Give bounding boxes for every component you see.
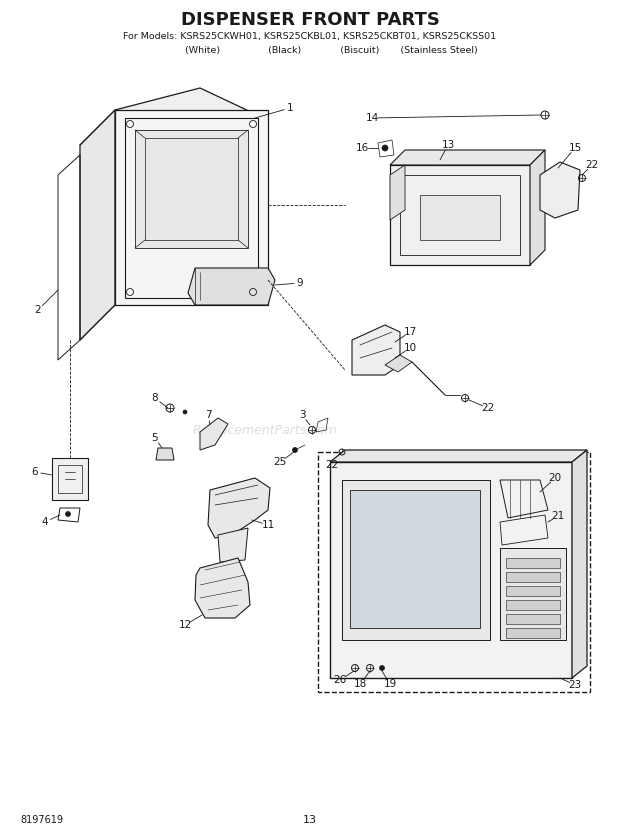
Polygon shape: [330, 462, 572, 678]
Text: 11: 11: [262, 520, 275, 530]
Text: 23: 23: [569, 680, 582, 690]
Polygon shape: [500, 548, 566, 640]
Text: 14: 14: [365, 113, 379, 123]
Circle shape: [66, 511, 71, 516]
Text: ReplacementParts.com: ReplacementParts.com: [193, 423, 337, 437]
Text: 22: 22: [585, 160, 599, 170]
Circle shape: [293, 447, 298, 453]
Polygon shape: [506, 614, 560, 624]
Polygon shape: [390, 165, 405, 220]
Polygon shape: [115, 110, 268, 305]
Text: 26: 26: [334, 675, 347, 685]
Polygon shape: [390, 165, 530, 265]
Text: 1: 1: [286, 103, 293, 113]
Text: 21: 21: [551, 511, 565, 521]
Text: 20: 20: [549, 473, 562, 483]
Polygon shape: [195, 558, 250, 618]
Text: 22: 22: [326, 460, 339, 470]
Polygon shape: [342, 480, 490, 640]
Text: (White)                (Black)             (Biscuit)       (Stainless Steel): (White) (Black) (Biscuit) (Stainless Ste…: [143, 45, 477, 54]
Text: 5: 5: [152, 433, 158, 443]
Text: 7: 7: [205, 410, 211, 420]
Polygon shape: [506, 586, 560, 596]
Circle shape: [183, 410, 187, 414]
Text: 3: 3: [299, 410, 305, 420]
Polygon shape: [188, 268, 275, 305]
Polygon shape: [506, 572, 560, 582]
Circle shape: [379, 665, 384, 670]
Text: 19: 19: [383, 679, 397, 689]
Text: 8197619: 8197619: [20, 815, 63, 825]
Polygon shape: [330, 450, 587, 462]
Polygon shape: [52, 458, 88, 500]
Polygon shape: [506, 628, 560, 638]
Polygon shape: [218, 528, 248, 562]
Text: DISPENSER FRONT PARTS: DISPENSER FRONT PARTS: [180, 11, 440, 29]
Polygon shape: [352, 325, 400, 375]
Circle shape: [382, 145, 388, 151]
Polygon shape: [506, 558, 560, 568]
Polygon shape: [506, 600, 560, 610]
Text: 25: 25: [273, 457, 286, 467]
Text: 2: 2: [35, 305, 42, 315]
Text: 4: 4: [42, 517, 48, 527]
Text: 18: 18: [353, 679, 366, 689]
Text: 15: 15: [569, 143, 582, 153]
Polygon shape: [156, 448, 174, 460]
Text: 16: 16: [355, 143, 369, 153]
Polygon shape: [540, 162, 580, 218]
Text: 12: 12: [179, 620, 192, 630]
Text: 13: 13: [441, 140, 454, 150]
Text: For Models: KSRS25CKWH01, KSRS25CKBL01, KSRS25CKBT01, KSRS25CKSS01: For Models: KSRS25CKWH01, KSRS25CKBL01, …: [123, 32, 497, 40]
Polygon shape: [350, 490, 480, 628]
Text: 9: 9: [297, 278, 303, 288]
Polygon shape: [385, 355, 412, 372]
Polygon shape: [135, 130, 248, 248]
Text: 8: 8: [152, 393, 158, 403]
Polygon shape: [80, 110, 115, 340]
Text: 10: 10: [404, 343, 417, 353]
Text: 6: 6: [32, 467, 38, 477]
Polygon shape: [572, 450, 587, 678]
Polygon shape: [390, 150, 545, 165]
Polygon shape: [530, 150, 545, 265]
Text: 17: 17: [404, 327, 417, 337]
Polygon shape: [115, 88, 268, 142]
Polygon shape: [420, 195, 500, 240]
Polygon shape: [200, 418, 228, 450]
Polygon shape: [208, 478, 270, 538]
Text: 13: 13: [303, 815, 317, 825]
Text: 22: 22: [481, 403, 495, 413]
